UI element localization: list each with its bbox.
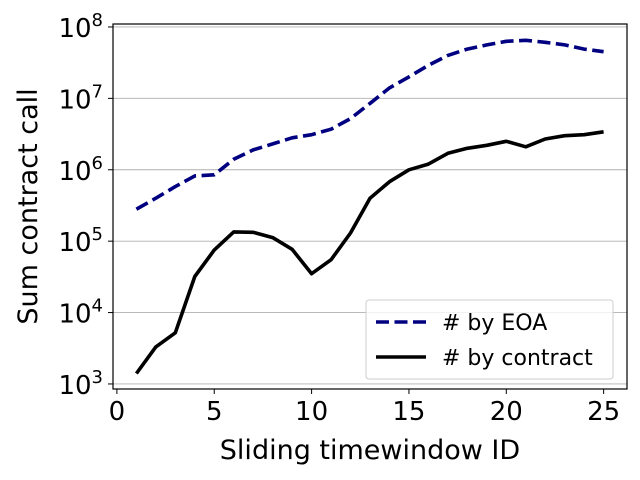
y-tick-label: 107 [58,81,103,115]
x-tick-label: 10 [295,397,328,427]
x-tick-label: 25 [587,397,620,427]
y-tick-label: 106 [58,153,103,187]
y-axis: 103 104 105 106 107 108 [58,10,113,401]
x-tick-label: 15 [392,397,425,427]
x-axis: 0 5 10 15 20 25 [109,389,621,427]
y-axis-title: Sum contract call [13,88,44,324]
y-tick-label: 104 [58,296,103,330]
x-tick-label: 0 [109,397,126,427]
y-tick-label: 103 [58,367,103,401]
legend: # by EOA # by contract [366,300,613,379]
x-tick-label: 5 [206,397,223,427]
y-tick-label: 105 [58,224,103,258]
x-tick-label: 20 [490,397,523,427]
legend-label-eoa: # by EOA [442,311,547,336]
y-tick-label: 108 [58,10,103,44]
legend-label-contract: # by contract [442,346,593,371]
series-line-eoa [136,40,603,209]
x-axis-title: Sliding timewindow ID [220,435,520,466]
